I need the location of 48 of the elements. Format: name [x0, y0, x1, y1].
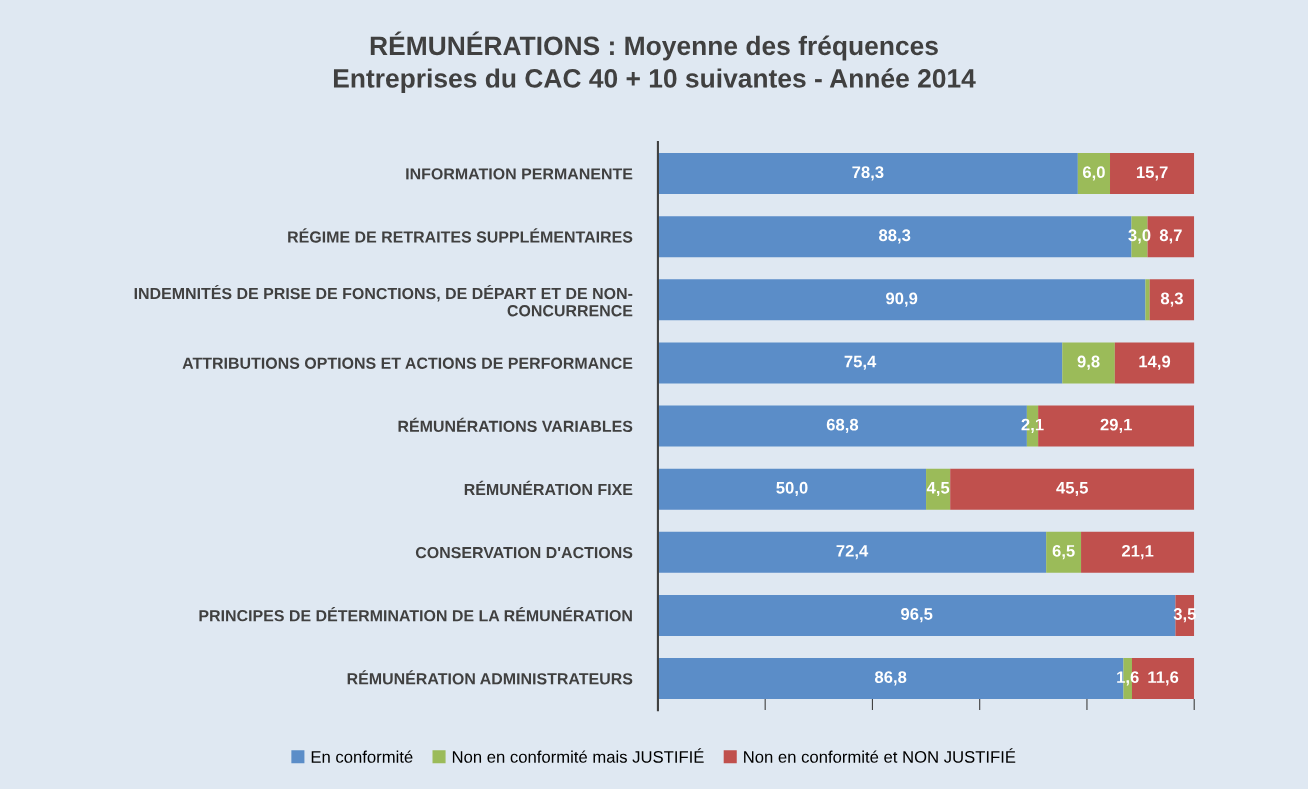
data-label: 21,1 [1121, 544, 1154, 560]
data-label: 86,8 [874, 671, 907, 686]
data-label: 68,8 [826, 418, 859, 433]
y-tick-label: INFORMATION PERMANENTE [406, 168, 633, 180]
bar [1149, 279, 1195, 321]
data-label: 8,3 [1160, 292, 1183, 307]
data-label: 88,3 [879, 229, 911, 244]
bar [1046, 531, 1082, 573]
bar [1145, 279, 1150, 321]
data-label: 9,8 [1077, 355, 1100, 370]
bar [1077, 153, 1111, 195]
legend-label: Non en conformité et NON JUSTIFIÉ [744, 748, 1016, 763]
bar [657, 531, 1047, 573]
data-label: 75,4 [844, 355, 877, 370]
y-tick-label: RÉMUNÉRATIONS VARIABLES [398, 417, 633, 432]
legend-label: Non en conformité mais JUSTIFIÉ [452, 748, 704, 763]
bar [950, 468, 1195, 510]
bar [1110, 153, 1195, 195]
data-label: 4,5 [926, 482, 950, 497]
data-label: 6,5 [1052, 544, 1075, 560]
bar [1081, 531, 1195, 573]
y-tick-label: PRINCIPES DE DÉTERMINATION DE LA RÉMUNÉRATION [199, 607, 632, 622]
data-label: 15,7 [1136, 166, 1168, 181]
bar [657, 279, 1146, 321]
y-tick-label: INDEMNITÉS DE PRISE DE FONCTIONS, DE DÉPART ET DE NON- CONCURRENCE [134, 284, 633, 317]
chart-title: RÉMUNÉRATIONS : Moyenne des fréquences Entreprises du CAC 40 + 10 suivantes - Année 2014 [333, 31, 976, 93]
y-tick-label: CONSERVATION D'ACTIONS [415, 546, 633, 559]
data-label: 45,5 [1056, 482, 1088, 497]
data-label: 96,5 [901, 608, 933, 623]
data-label: 29,1 [1100, 418, 1132, 433]
data-label: 90,9 [886, 292, 918, 307]
y-tick-label: RÉMUNÉRATION ADMINISTRATEURS [347, 670, 633, 685]
data-label: 8,7 [1159, 229, 1182, 244]
y-tick-label: ATTRIBUTIONS OPTIONS ET ACTIONS DE PERFORMANCE [182, 357, 633, 369]
data-label: 50,0 [776, 481, 808, 497]
data-label: 6,0 [1082, 166, 1105, 181]
bar [1062, 342, 1115, 384]
bar [657, 468, 927, 510]
y-tick-label: RÉMUNÉRATION FIXE [464, 480, 633, 496]
data-label: 78,3 [852, 166, 884, 181]
bar [657, 153, 1078, 195]
data-label: 11,6 [1148, 671, 1179, 686]
data-label: 14,9 [1139, 355, 1171, 370]
bar [1114, 342, 1195, 384]
legend-label: En conformité [311, 750, 413, 763]
data-label: 72,4 [836, 544, 869, 560]
bar [657, 342, 1063, 384]
y-tick-label: RÉGIME DE RETRAITES SUPPLÉMENTAIRES [288, 228, 633, 243]
